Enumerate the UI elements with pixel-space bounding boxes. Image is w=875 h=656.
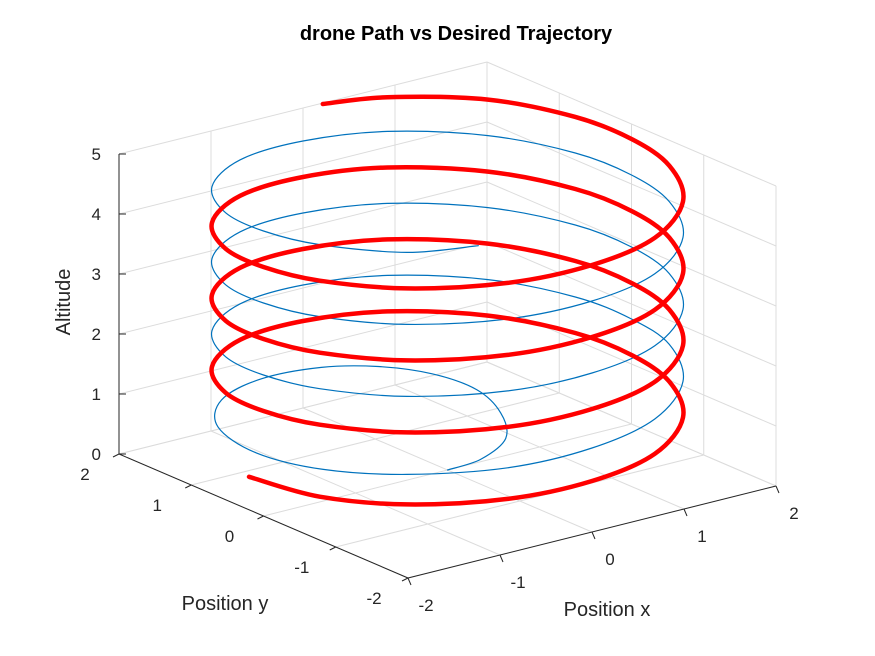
- y-tick-mark: [185, 484, 192, 489]
- grid-line: [118, 181, 488, 275]
- x-tick-label: -1: [510, 573, 525, 592]
- grid-line: [486, 361, 777, 487]
- x-tick-mark: [591, 531, 596, 540]
- series-line-blue: [210, 130, 685, 476]
- x-tick-label: 0: [605, 550, 614, 569]
- x-tick-label: 1: [697, 527, 706, 546]
- grid-line: [486, 61, 777, 187]
- y-tick-label: 1: [153, 496, 162, 515]
- grid-line: [118, 241, 488, 335]
- y-tick-label: 0: [225, 527, 234, 546]
- grid-line: [118, 61, 488, 155]
- series-layer: [209, 94, 686, 507]
- x-tick-mark: [775, 485, 780, 494]
- x-tick-label: 2: [789, 504, 798, 523]
- z-tick-label: 1: [92, 385, 101, 404]
- grid-line: [335, 454, 704, 548]
- y-tick-mark: [401, 577, 409, 582]
- y-tick-label: 2: [80, 465, 89, 484]
- chart-title: drone Path vs Desired Trajectory: [300, 23, 613, 45]
- y-axis-label: Position y: [182, 593, 269, 615]
- z-tick-label: 2: [92, 325, 101, 344]
- z-tick-label: 3: [92, 265, 101, 284]
- y-tick-label: -1: [294, 558, 309, 577]
- y-tick-label: -2: [366, 589, 381, 608]
- y-tick-mark: [112, 453, 120, 458]
- grid-line: [118, 121, 488, 215]
- axes-layer: [112, 153, 780, 586]
- x-axis-label: Position x: [564, 599, 651, 621]
- series-line-red: [209, 94, 686, 507]
- x-tick-mark: [407, 577, 412, 586]
- grid-line: [118, 361, 488, 455]
- z-tick-label: 5: [92, 145, 101, 164]
- y-tick-mark: [329, 546, 336, 551]
- grid-line: [486, 241, 777, 367]
- z-tick-label: 0: [92, 445, 101, 464]
- x-tick-mark: [499, 554, 504, 563]
- x-tick-label: -2: [418, 596, 433, 615]
- z-tick-label: 4: [92, 205, 101, 224]
- x-tick-mark: [683, 508, 688, 517]
- z-axis-label: Altitude: [53, 269, 75, 336]
- grid-line: [486, 181, 777, 307]
- y-tick-mark: [257, 515, 264, 520]
